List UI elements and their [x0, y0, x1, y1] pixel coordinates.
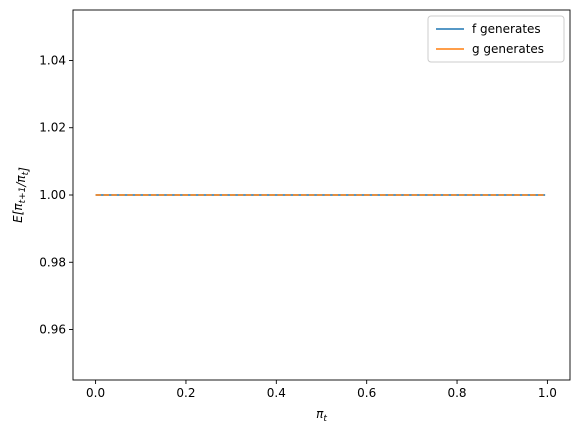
legend-box — [427, 15, 565, 63]
axis-labels: πt E[πt+1/πt] — [11, 167, 327, 424]
x-tick-label: 0.8 — [447, 386, 466, 400]
x-tick-label: 0.2 — [176, 386, 195, 400]
x-tick-label: 0.0 — [86, 386, 105, 400]
x-tick-label: 0.6 — [357, 386, 376, 400]
x-axis-label: πt — [316, 407, 327, 424]
y-axis-label: E[πt+1/πt] — [11, 167, 31, 223]
y-tick-label: 1.04 — [39, 53, 66, 67]
legend-label: g generates — [472, 42, 544, 56]
y-tick-label: 1.00 — [39, 188, 66, 202]
y-tick-label: 0.96 — [39, 323, 66, 337]
y-tick-label: 1.02 — [39, 121, 66, 135]
x-axis: 0.0 0.2 0.4 0.6 0.8 1.0 — [86, 380, 557, 400]
legend: f generates g generates — [427, 15, 565, 63]
y-axis: 0.96 0.98 1.00 1.02 1.04 — [39, 53, 73, 337]
y-tick-label: 0.98 — [39, 255, 66, 269]
x-tick-label: 0.4 — [267, 386, 286, 400]
x-tick-label: 1.0 — [538, 386, 557, 400]
legend-label: f generates — [472, 22, 541, 36]
